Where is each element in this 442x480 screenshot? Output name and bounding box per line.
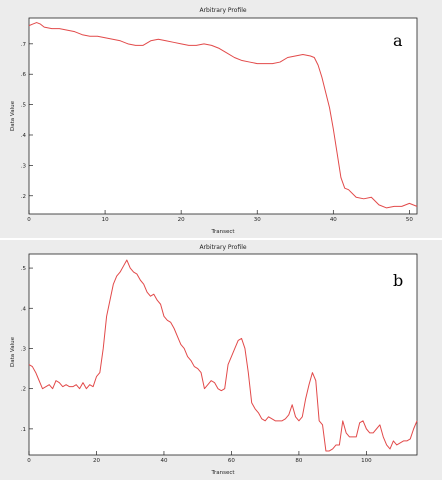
y-tick-label: .5 bbox=[21, 103, 27, 109]
series-line bbox=[28, 259, 418, 452]
series-line bbox=[28, 22, 418, 209]
y-axis-ticks: .2 .3 .4 .5 .6 .7 bbox=[21, 42, 33, 200]
x-tick-label: 40 bbox=[160, 458, 167, 464]
panel-label: b bbox=[393, 271, 403, 290]
x-tick-label: 30 bbox=[254, 217, 261, 223]
y-axis-ticks: .1 .2 .3 .4 .5 bbox=[21, 266, 33, 433]
y-tick-label: .3 bbox=[21, 163, 27, 169]
y-tick-label: .2 bbox=[21, 387, 26, 393]
y-tick-label: .1 bbox=[21, 427, 26, 433]
y-tick-label: .6 bbox=[21, 72, 27, 78]
y-tick-label: .5 bbox=[21, 266, 27, 272]
y-tick-label: .7 bbox=[21, 42, 27, 48]
chart-title: Arbitrary Profile bbox=[199, 244, 246, 251]
x-tick-label: 60 bbox=[228, 458, 235, 464]
x-tick-label: 0 bbox=[27, 458, 31, 464]
chart-panel-b: Arbitrary Profile Data Value Transect b … bbox=[0, 240, 442, 480]
chart-panel-a: Arbitrary Profile Data Value Transect a … bbox=[0, 0, 442, 238]
chart-title: Arbitrary Profile bbox=[199, 7, 246, 14]
x-tick-label: 100 bbox=[361, 458, 372, 464]
x-tick-label: 20 bbox=[93, 458, 100, 464]
x-tick-label: 10 bbox=[102, 217, 109, 223]
x-axis-title: Transect bbox=[210, 470, 235, 476]
plot-area bbox=[28, 17, 418, 215]
plot-area bbox=[28, 253, 418, 456]
x-axis-ticks: 0 20 40 60 80 100 bbox=[27, 451, 372, 464]
y-axis-title: Data Value bbox=[10, 336, 16, 367]
panel-label: a bbox=[393, 31, 403, 50]
x-tick-label: 20 bbox=[178, 217, 185, 223]
x-tick-label: 50 bbox=[406, 217, 413, 223]
x-axis-ticks: 0 10 20 30 40 50 bbox=[27, 210, 413, 223]
x-tick-label: 0 bbox=[27, 217, 31, 223]
x-tick-label: 80 bbox=[295, 458, 302, 464]
x-tick-label: 40 bbox=[330, 217, 337, 223]
y-tick-label: .2 bbox=[21, 194, 26, 200]
y-tick-label: .3 bbox=[21, 346, 27, 352]
y-axis-title: Data Value bbox=[10, 100, 16, 131]
x-axis-title: Transect bbox=[210, 229, 235, 235]
y-tick-label: .4 bbox=[21, 133, 27, 139]
y-tick-label: .4 bbox=[21, 306, 27, 312]
